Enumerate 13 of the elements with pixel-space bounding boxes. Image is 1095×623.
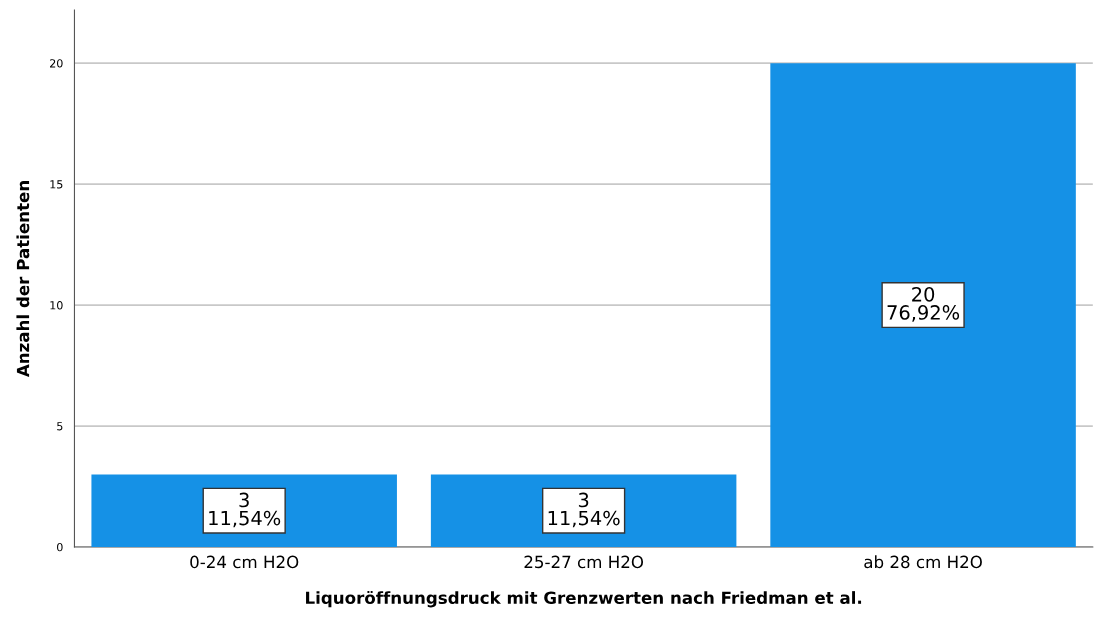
x-tick-label: ab 28 cm H2O bbox=[864, 555, 982, 569]
x-tick-label: 25-27 cm H2O bbox=[524, 555, 644, 569]
y-tick-label: 20 bbox=[50, 59, 63, 68]
y-axis-title: Anzahl der Patienten bbox=[16, 181, 30, 378]
y-tick-label: 5 bbox=[57, 422, 63, 431]
y-tick-label: 15 bbox=[50, 180, 63, 189]
data-label: 3 11,54% bbox=[209, 492, 281, 528]
data-label: 3 11,54% bbox=[548, 492, 620, 528]
y-tick-label: 10 bbox=[50, 301, 63, 310]
x-axis-title: Liquoröffnungsdruck mit Grenzwerten nach Friedman et al. bbox=[306, 590, 862, 608]
data-label: 20 76,92% bbox=[887, 286, 960, 322]
x-tick-label: 0-24 cm H2O bbox=[190, 555, 299, 569]
y-tick-label: 0 bbox=[57, 542, 63, 552]
